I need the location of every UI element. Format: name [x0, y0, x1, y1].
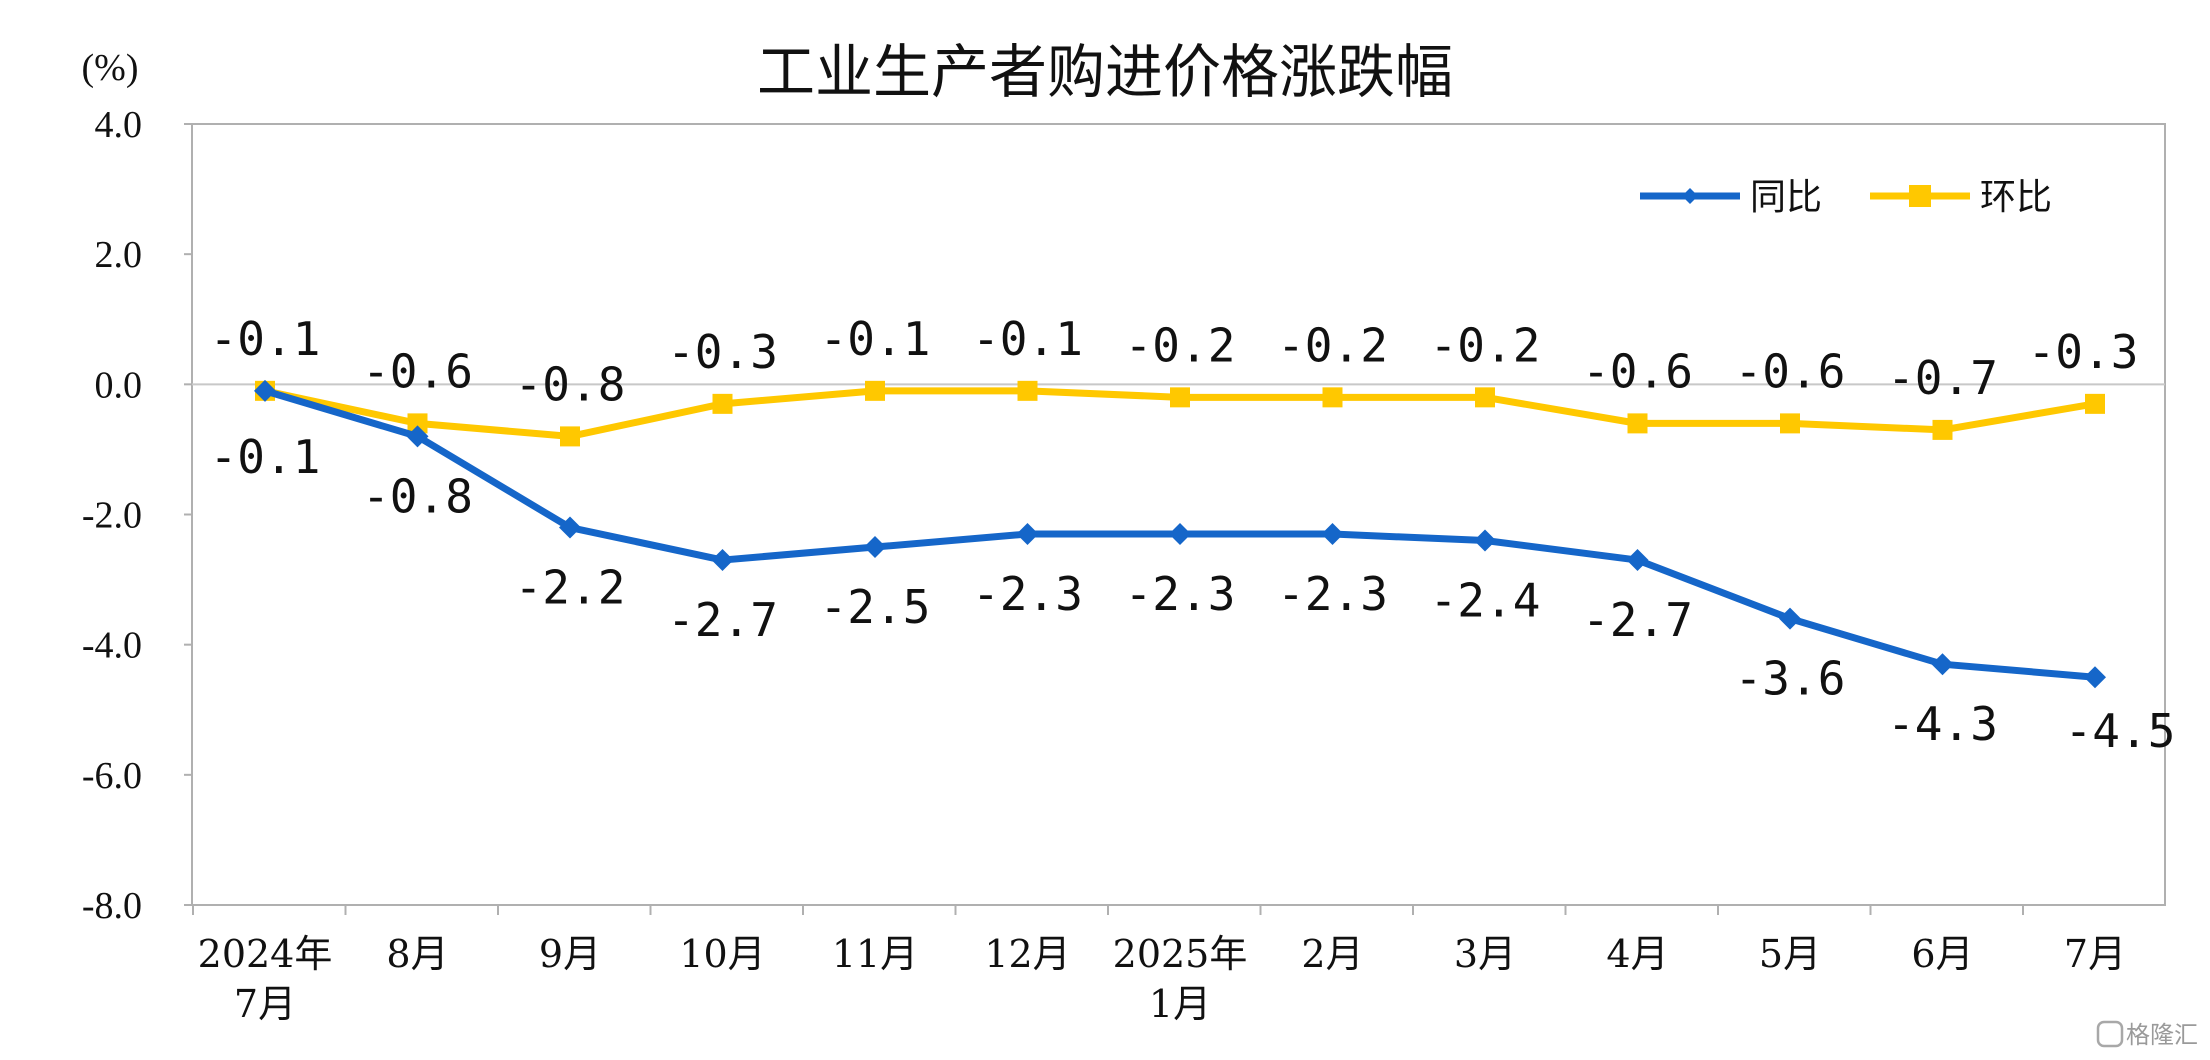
x-tick-label: 3月	[1454, 932, 1516, 976]
data-label-mom: -0.8	[515, 357, 626, 411]
data-point-yoy	[1779, 607, 1801, 630]
watermark-logo-icon	[2096, 1020, 2124, 1048]
data-point-yoy	[711, 549, 734, 572]
y-tick-label: 2.0	[95, 234, 143, 276]
data-point-mom	[1017, 380, 1038, 401]
legend-marker-mom	[1909, 185, 1931, 207]
legend-label-mom: 环比	[1980, 177, 2052, 218]
data-label-yoy: -3.6	[1735, 652, 1846, 706]
x-tick-label: 7月	[2064, 932, 2126, 976]
x-tick-label: 2月	[1301, 932, 1363, 976]
y-tick-label: -8.0	[82, 885, 142, 927]
data-label-mom: -0.6	[1735, 344, 1846, 398]
x-tick-label: 11月	[832, 932, 918, 976]
data-label-yoy: -2.3	[1125, 567, 1236, 621]
data-label-yoy: -0.1	[210, 430, 321, 484]
y-tick-label: 0.0	[95, 364, 143, 406]
data-label-yoy: -4.3	[1887, 697, 1998, 751]
data-label-yoy: -2.7	[667, 593, 778, 647]
y-tick-label: 4.0	[95, 104, 143, 146]
data-point-yoy	[1169, 523, 1191, 546]
data-label-mom: -0.1	[210, 312, 321, 366]
x-tick-label: 4月	[1606, 932, 1668, 976]
data-point-yoy	[1321, 523, 1344, 546]
x-tick-label: 7月	[234, 982, 296, 1026]
data-label-mom: -0.6	[1582, 344, 1693, 398]
data-point-yoy	[1474, 529, 1496, 552]
data-point-yoy	[1016, 523, 1039, 546]
data-label-mom: -0.2	[1430, 318, 1541, 372]
data-label-mom: -0.2	[1277, 318, 1388, 372]
y-tick-label: -6.0	[82, 755, 142, 797]
data-point-mom	[1322, 387, 1343, 408]
x-tick-label: 10月	[679, 932, 765, 976]
data-label-mom: -0.6	[362, 344, 473, 398]
y-tick-label: -2.0	[82, 495, 142, 537]
data-point-yoy	[559, 516, 581, 539]
y-tick-label: -4.0	[82, 625, 142, 667]
data-label-yoy: -2.7	[1582, 593, 1693, 647]
plot-area	[191, 123, 2166, 906]
data-label-mom: -0.1	[972, 312, 1083, 366]
data-point-yoy	[406, 425, 429, 448]
data-point-yoy	[254, 379, 276, 402]
data-label-yoy: -2.4	[1430, 574, 1541, 628]
x-tick-label: 6月	[1911, 932, 1973, 976]
legend-label-yoy: 同比	[1750, 177, 1822, 218]
chart-title: 工业生产者购进价格涨跌幅	[757, 38, 1453, 106]
watermark-text: 格隆汇	[2126, 1021, 2198, 1049]
data-point-mom	[407, 413, 428, 434]
data-label-yoy: -0.8	[362, 469, 473, 523]
legend: 同比 环比	[1640, 177, 2052, 218]
x-tick-label: 12月	[984, 932, 1070, 976]
data-point-mom	[865, 380, 885, 401]
data-point-mom	[1170, 387, 1190, 408]
data-point-mom	[1475, 387, 1495, 408]
x-tick-label: 5月	[1759, 932, 1821, 976]
data-label-yoy: -2.3	[1277, 567, 1388, 621]
data-point-mom	[1780, 413, 1800, 434]
data-label-mom: -0.1	[820, 312, 931, 366]
data-point-yoy	[2084, 666, 2106, 689]
data-label-mom: -0.7	[1887, 351, 1998, 405]
data-point-mom	[712, 393, 733, 414]
data-point-mom	[560, 426, 580, 447]
data-point-mom	[1932, 419, 1953, 440]
x-tick-label: 2024年	[198, 932, 333, 976]
data-point-yoy	[864, 536, 886, 559]
data-point-yoy	[1931, 653, 1954, 676]
data-point-mom	[1627, 413, 1648, 434]
x-tick-label: 2025年	[1113, 932, 1248, 976]
data-label-mom: -0.2	[1125, 318, 1236, 372]
data-label-yoy: -2.2	[515, 561, 626, 615]
watermark: 格隆汇	[2096, 1020, 2198, 1049]
data-label-yoy: -4.5	[2065, 704, 2176, 758]
x-tick-label: 9月	[539, 932, 601, 976]
data-point-yoy	[1626, 549, 1649, 572]
legend-marker-yoy	[1682, 188, 1698, 204]
data-label-mom: -0.3	[2028, 325, 2139, 379]
x-tick-label: 1月	[1149, 982, 1211, 1026]
data-label-mom: -0.3	[667, 325, 778, 379]
data-label-yoy: -2.3	[972, 567, 1083, 621]
data-label-yoy: -2.5	[820, 580, 931, 634]
x-tick-label: 8月	[386, 932, 448, 976]
data-point-mom	[2085, 393, 2105, 414]
y-axis-unit: (%)	[82, 47, 139, 89]
